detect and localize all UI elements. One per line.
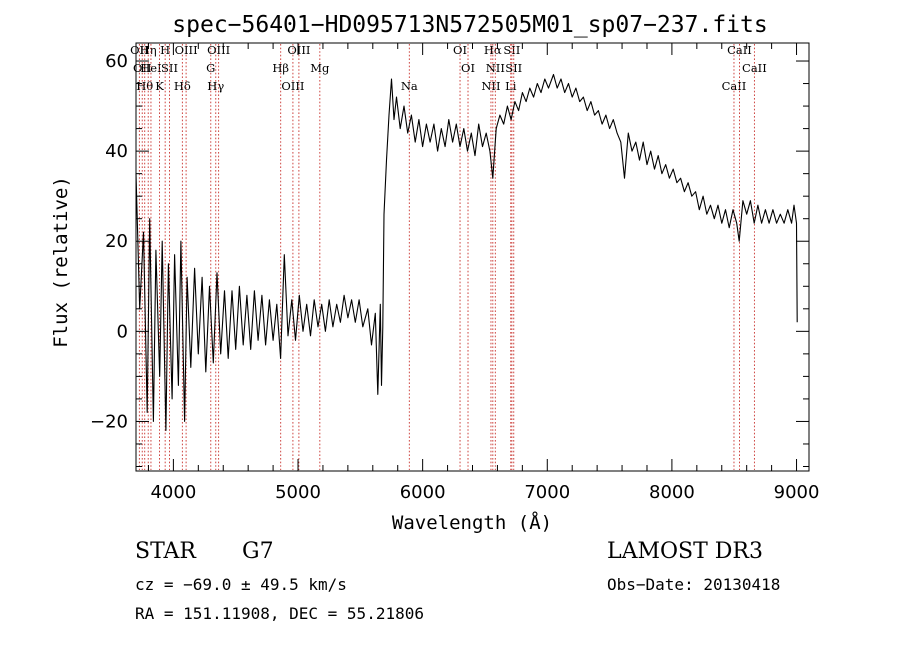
- x-tick-label: 9000: [774, 482, 820, 503]
- chart-title: spec−56401−HD095713N572505M01_sp07−237.f…: [172, 12, 767, 38]
- line-marker-label: Hδ: [174, 79, 191, 93]
- line-marker-label: Na: [401, 79, 418, 93]
- line-marker-label: CaII: [722, 79, 747, 93]
- line-marker-label: NII: [481, 79, 500, 93]
- y-tick-label: −20: [90, 411, 128, 432]
- y-tick-label: 0: [117, 321, 128, 342]
- line-marker-label: OII: [133, 61, 152, 75]
- line-marker-label: OIII: [175, 43, 198, 57]
- line-marker-label: OIII: [287, 43, 310, 57]
- line-marker-label: G: [206, 61, 215, 75]
- axis-ticks: [136, 43, 809, 471]
- line-marker-label: OI: [453, 43, 467, 57]
- line-marker-label: Hθ: [136, 79, 153, 93]
- coords-text: RA = 151.11908, DEC = 55.21806: [135, 604, 424, 623]
- x-tick-label: 7000: [524, 482, 570, 503]
- line-marker-label: SII: [161, 61, 178, 75]
- line-marker-label: Mg: [310, 61, 330, 75]
- line-marker-label: K: [155, 79, 164, 93]
- y-tick-label: 60: [105, 51, 128, 72]
- line-marker-label: HeI: [140, 61, 161, 75]
- line-marker-label: Hβ: [272, 61, 289, 75]
- line-marker-label: NII: [486, 61, 505, 75]
- y-axis-label: Flux (relative): [50, 176, 72, 348]
- spectral-subclass: G7: [242, 539, 274, 564]
- spectrum-series-line: [135, 73, 798, 432]
- line-marker-label: Hγ: [207, 79, 224, 93]
- x-tick-label: 6000: [400, 482, 446, 503]
- spectral-line-markers: OII OII Hθ Hη HeI K H SII Hδ OIII G Hγ OIII Hβ OIII OII…: [130, 43, 767, 470]
- x-axis-label: Wavelength (Å): [392, 511, 552, 534]
- redshift-text: cz = −69.0 ± 49.5 km/s: [135, 575, 347, 594]
- x-tick-label: 5000: [275, 482, 321, 503]
- line-marker-label: SII: [503, 43, 520, 57]
- line-marker-label: H: [160, 43, 170, 57]
- line-marker-label: SII: [505, 61, 522, 75]
- line-marker-label: OIII: [207, 43, 230, 57]
- line-marker-label: OI: [461, 61, 475, 75]
- line-marker-label: Hα: [484, 43, 502, 57]
- y-tick-label: 40: [105, 141, 128, 162]
- line-marker-label: Hη: [140, 43, 157, 57]
- axis-tick-labels: 4000 5000 6000 7000 8000 9000 −20 0 20 40 60: [90, 51, 819, 503]
- line-marker-label: OIII: [281, 79, 304, 93]
- obs-date-text: Obs−Date: 20130418: [607, 575, 781, 594]
- plot-frame: [135, 42, 810, 472]
- line-marker-label: OII: [130, 43, 149, 57]
- line-marker-label: CaII: [727, 43, 752, 57]
- x-tick-label: 8000: [649, 482, 695, 503]
- x-tick-label: 4000: [150, 482, 196, 503]
- survey-name: LAMOST DR3: [607, 539, 763, 564]
- object-class: STAR: [135, 539, 196, 564]
- y-tick-label: 20: [105, 231, 128, 252]
- line-marker-label: Li: [505, 79, 517, 93]
- line-marker-label: CaII: [742, 61, 767, 75]
